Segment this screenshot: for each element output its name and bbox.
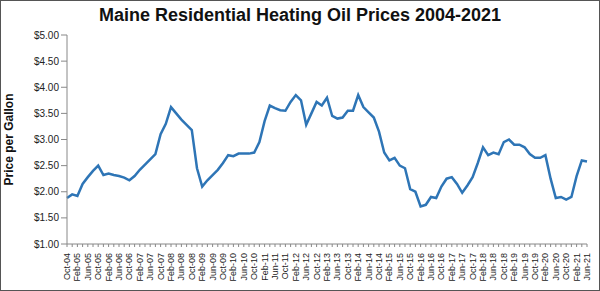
svg-text:Jun-12: Jun-12 xyxy=(301,253,311,281)
svg-text:Jun-07: Jun-07 xyxy=(145,253,155,281)
svg-text:Oct-13: Oct-13 xyxy=(343,253,353,280)
svg-text:$5.00: $5.00 xyxy=(34,30,59,41)
svg-text:$4.50: $4.50 xyxy=(34,56,59,67)
svg-text:Jun-06: Jun-06 xyxy=(114,253,124,281)
svg-text:Jun-21: Jun-21 xyxy=(582,253,592,281)
svg-text:Oct-20: Oct-20 xyxy=(561,253,571,280)
svg-text:Jun-16: Jun-16 xyxy=(426,253,436,281)
html-text:Maine Residential Heating Oil: Maine Residential Heating Oil Prices 200… xyxy=(98,5,502,25)
svg-text:Oct-05: Oct-05 xyxy=(93,253,103,280)
svg-text:Feb-09: Feb-09 xyxy=(197,253,207,282)
svg-text:$2.00: $2.00 xyxy=(34,186,59,197)
svg-text:Oct-08: Oct-08 xyxy=(187,253,197,280)
svg-text:Oct-19: Oct-19 xyxy=(530,253,540,280)
svg-text:Oct-10: Oct-10 xyxy=(249,253,259,280)
svg-text:Feb-13: Feb-13 xyxy=(322,253,332,282)
svg-text:Oct-12: Oct-12 xyxy=(312,253,322,280)
svg-text:Oct-07: Oct-07 xyxy=(156,253,166,280)
svg-text:Jun-13: Jun-13 xyxy=(332,253,342,281)
svg-text:Feb-14: Feb-14 xyxy=(353,253,363,282)
svg-text:Feb-07: Feb-07 xyxy=(135,253,145,282)
svg-text:Oct-14: Oct-14 xyxy=(374,253,384,280)
svg-text:Feb-05: Feb-05 xyxy=(72,253,82,282)
svg-text:Jun-15: Jun-15 xyxy=(395,253,405,281)
svg-text:Oct-09: Oct-09 xyxy=(218,253,228,280)
svg-text:$3.00: $3.00 xyxy=(34,134,59,145)
svg-text:Jun-11: Jun-11 xyxy=(270,253,280,280)
svg-text:$1.00: $1.00 xyxy=(34,239,59,250)
svg-text:$2.50: $2.50 xyxy=(34,160,59,171)
svg-text:$1.50: $1.50 xyxy=(34,212,59,223)
svg-text:Jun-17: Jun-17 xyxy=(457,253,467,281)
svg-text:$4.00: $4.00 xyxy=(34,82,59,93)
svg-text:Jun-10: Jun-10 xyxy=(239,253,249,281)
svg-text:Oct-16: Oct-16 xyxy=(436,253,446,280)
svg-text:Feb-17: Feb-17 xyxy=(447,253,457,282)
svg-text:Jun-09: Jun-09 xyxy=(208,253,218,281)
svg-text:Feb-08: Feb-08 xyxy=(166,253,176,282)
svg-text:Oct-18: Oct-18 xyxy=(499,253,509,280)
svg-text:$3.50: $3.50 xyxy=(34,108,59,119)
svg-text:Price per Gallon: Price per Gallon xyxy=(8,93,16,185)
svg-text:Oct-15: Oct-15 xyxy=(405,253,415,280)
svg-text:Feb-19: Feb-19 xyxy=(509,253,519,282)
svg-text:Feb-20: Feb-20 xyxy=(540,253,550,282)
svg-text:Feb-16: Feb-16 xyxy=(416,253,426,282)
svg-text:Feb-18: Feb-18 xyxy=(478,253,488,282)
svg-text:Feb-12: Feb-12 xyxy=(291,253,301,282)
svg-text:Feb-21: Feb-21 xyxy=(572,253,582,282)
svg-text:Jun-05: Jun-05 xyxy=(83,253,93,281)
svg-text:Oct-06: Oct-06 xyxy=(124,253,134,280)
svg-text:Feb-15: Feb-15 xyxy=(384,253,394,282)
svg-text:Jun-18: Jun-18 xyxy=(488,253,498,281)
svg-text:Feb-11: Feb-11 xyxy=(260,253,270,281)
svg-text:Jun-14: Jun-14 xyxy=(364,253,374,281)
svg-text:Oct-11: Oct-11 xyxy=(280,253,290,279)
svg-text:Oct-04: Oct-04 xyxy=(62,253,72,280)
svg-text:Jun-19: Jun-19 xyxy=(520,253,530,281)
svg-text:Jun-20: Jun-20 xyxy=(551,253,561,281)
svg-text:Feb-10: Feb-10 xyxy=(228,253,238,282)
svg-text:Feb-06: Feb-06 xyxy=(104,253,114,282)
svg-text:Jun-08: Jun-08 xyxy=(176,253,186,281)
svg-text:Oct-17: Oct-17 xyxy=(468,253,478,280)
